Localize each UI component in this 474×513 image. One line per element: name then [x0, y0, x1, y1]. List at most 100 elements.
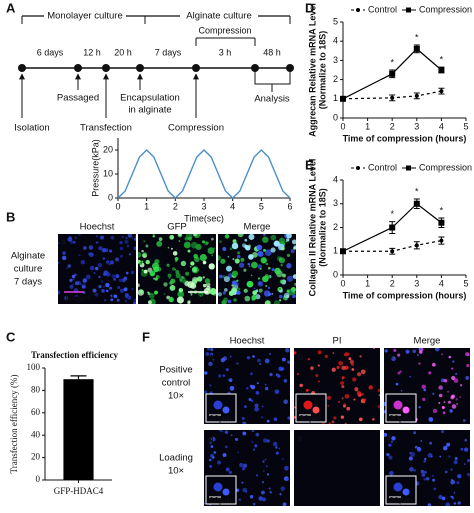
image-tag: a: [61, 236, 67, 246]
cell: [409, 451, 412, 454]
cell: [348, 357, 352, 361]
cell: [307, 357, 311, 361]
cell: [237, 254, 241, 259]
cell: [189, 293, 193, 296]
cell: [324, 354, 329, 359]
cell: [326, 395, 332, 401]
cell: [227, 299, 232, 304]
cell: [171, 267, 176, 271]
image-tag: c: [388, 351, 393, 361]
cell: [261, 497, 267, 502]
cell: [75, 281, 80, 286]
cell: [110, 294, 113, 297]
cell: [252, 502, 256, 506]
cell: [105, 260, 110, 264]
cell: [192, 234, 198, 237]
cell: [264, 300, 271, 304]
cell: [204, 390, 208, 394]
micrograph: [58, 234, 136, 304]
interval-label: 48 h: [263, 47, 281, 57]
cell: [224, 445, 228, 449]
x-tick-label: 5: [259, 201, 264, 211]
cell: [83, 246, 87, 250]
cell: [125, 271, 129, 275]
cell: [354, 387, 359, 392]
cell: [213, 247, 216, 250]
cell: [239, 462, 244, 468]
cell: [338, 360, 344, 366]
cell: [460, 448, 464, 451]
cell: [224, 288, 228, 292]
data-point: [413, 200, 420, 207]
cell: [397, 353, 401, 357]
cell: [443, 401, 446, 404]
cell: [273, 300, 280, 304]
cell: [450, 479, 456, 485]
cell: [66, 267, 69, 270]
cell: [243, 288, 248, 293]
cell: [254, 406, 260, 412]
cell: [231, 242, 239, 250]
cell: [244, 295, 251, 302]
cell: [219, 430, 222, 432]
cell: [260, 490, 265, 495]
cell: [412, 349, 417, 354]
cell: [361, 393, 364, 396]
cell: [134, 235, 136, 238]
cell: [439, 455, 442, 458]
cell: [343, 404, 346, 408]
cell: [209, 352, 214, 357]
cell: [241, 417, 245, 420]
x-tick-label: 1: [365, 121, 370, 131]
cell: [251, 294, 257, 301]
cell: [287, 360, 290, 364]
phase-label: Monolayer culture: [47, 11, 123, 22]
cell: [202, 276, 205, 279]
cell: [127, 295, 132, 300]
cell: [269, 491, 272, 494]
legend-label: Compression: [419, 4, 472, 14]
cell: [417, 446, 421, 451]
scale-label: 20μm: [209, 413, 232, 423]
cell: [127, 234, 133, 238]
x-axis-label: Time(sec): [184, 213, 224, 223]
data-point: [340, 95, 346, 102]
cell: [344, 393, 350, 399]
cell: [98, 246, 103, 251]
legend-marker: [356, 166, 360, 170]
cell: [443, 378, 448, 383]
cell: [251, 430, 255, 433]
cell: [110, 298, 114, 302]
cell: [279, 279, 284, 284]
x-tick-label: 4: [230, 201, 235, 211]
cell: [191, 266, 199, 274]
cell: [118, 278, 123, 283]
cell: [250, 399, 254, 402]
cell: [121, 235, 124, 239]
cell: [175, 272, 181, 279]
inset-cell: [393, 400, 403, 410]
cell: [190, 282, 197, 289]
phase-label: Alginate culture: [186, 11, 251, 22]
micrograph: [138, 234, 216, 304]
cell: [189, 265, 192, 268]
panel-label: E: [305, 157, 314, 172]
cell: [116, 298, 120, 302]
cell: [227, 273, 233, 279]
micrograph: [218, 234, 296, 304]
cell: [430, 455, 433, 458]
cell: [248, 398, 252, 402]
cell: [111, 274, 116, 279]
cell: [299, 383, 303, 388]
cell: [464, 438, 467, 442]
inset-cell: [393, 482, 403, 492]
cell: [227, 379, 230, 382]
cell: [71, 283, 74, 286]
cell: [88, 245, 94, 250]
cell: [261, 405, 264, 408]
data-point: [413, 45, 420, 52]
cell: [210, 391, 213, 394]
y-tick-label: 80: [31, 384, 41, 394]
cell: [228, 290, 235, 296]
cell: [378, 394, 380, 397]
